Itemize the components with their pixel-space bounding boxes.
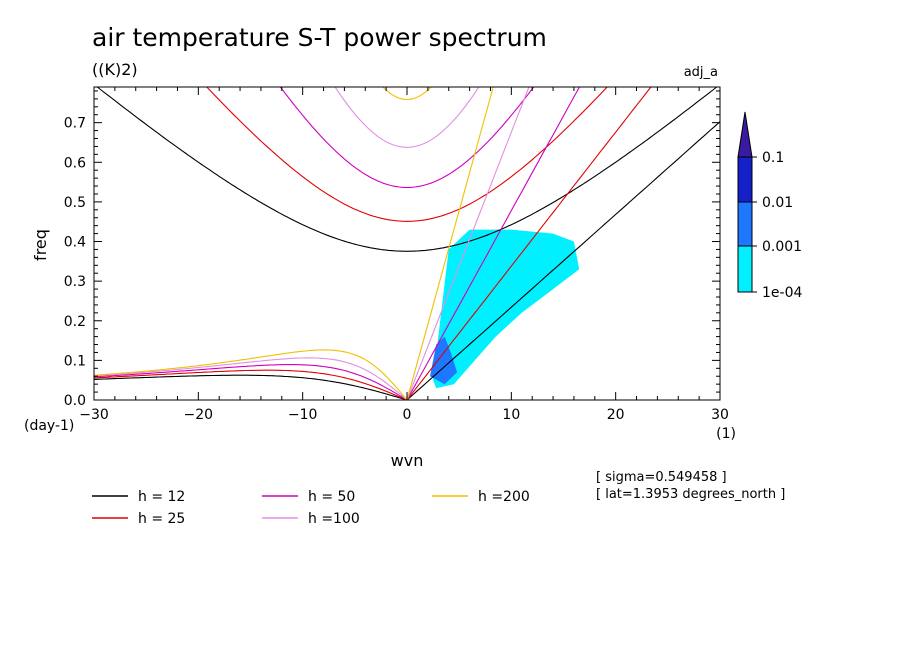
dispersion-curve <box>406 87 494 400</box>
axis-ticks: −30 −20 −10 0 10 20 30 0.0 0.1 0.2 0.3 0.4 0.5 0.6 0.7 <box>64 87 729 423</box>
chart-units: ((K)2) <box>92 60 138 79</box>
power-region <box>430 336 458 385</box>
colorbar-label: 1e-04 <box>762 285 802 301</box>
legend-label: h = 50 <box>308 489 355 505</box>
y-tick-label: 0.6 <box>64 155 86 171</box>
dispersion-curve <box>94 364 408 400</box>
colorbar-label: 0.1 <box>762 150 784 166</box>
x-tick-label: −30 <box>79 407 109 423</box>
y-tick-label: 0.0 <box>64 393 86 409</box>
sigma-annotation: [ sigma=0.549458 ] <box>596 470 727 485</box>
y-tick-label: 0.5 <box>64 195 86 211</box>
dispersion-curves <box>94 87 720 400</box>
x-tick-label: −20 <box>184 407 214 423</box>
x-tick-label: −10 <box>288 407 318 423</box>
y-unit-label: (day-1) <box>24 418 74 434</box>
legend: h = 12 h = 25 h = 50 h =100 h =200 <box>92 489 530 527</box>
x-axis-label: wvn <box>391 451 424 470</box>
colorbar-arrow <box>737 111 753 158</box>
dispersion-curve <box>206 87 608 222</box>
power-region <box>433 229 580 389</box>
colorbar-segment <box>737 201 753 247</box>
power-regions <box>430 229 580 389</box>
colorbar: 0.1 0.01 0.001 1e-04 <box>737 111 802 301</box>
dispersion-curve <box>94 357 408 400</box>
y-tick-label: 0.1 <box>64 353 86 369</box>
dispersion-curve <box>94 374 408 400</box>
dispersion-curve <box>406 121 720 400</box>
x-tick-label: 10 <box>502 407 520 423</box>
dispersion-curve <box>382 87 432 101</box>
dispersion-curve <box>279 87 535 189</box>
dispersion-curve <box>94 349 408 400</box>
dispersion-curve <box>406 87 652 400</box>
dispersion-curve <box>334 87 480 148</box>
legend-label: h =200 <box>478 489 530 505</box>
colorbar-label: 0.001 <box>762 239 802 255</box>
dispersion-curve <box>406 87 581 400</box>
colorbar-segment <box>737 156 753 203</box>
y-axis-label: freq <box>31 229 50 261</box>
plot-frame <box>93 86 721 401</box>
y-tick-label: 0.7 <box>64 116 86 132</box>
legend-label: h = 12 <box>138 489 185 505</box>
dispersion-curve <box>406 87 530 400</box>
x-tick-label: 30 <box>711 407 729 423</box>
dispersion-curve <box>94 369 408 400</box>
colorbar-label: 0.01 <box>762 195 793 211</box>
y-tick-label: 0.2 <box>64 314 86 330</box>
y-tick-label: 0.4 <box>64 235 86 251</box>
x-tick-label: 0 <box>403 407 412 423</box>
x-unit-label: (1) <box>716 426 736 442</box>
y-tick-label: 0.3 <box>64 274 86 290</box>
colorbar-segment <box>737 245 753 293</box>
chart-title: air temperature S-T power spectrum <box>92 23 547 52</box>
lat-annotation: [ lat=1.3953 degrees_north ] <box>596 487 785 502</box>
chart-label-right: adj_a <box>684 65 718 80</box>
legend-label: h = 25 <box>138 511 185 527</box>
legend-label: h =100 <box>308 511 360 527</box>
dispersion-curve <box>96 87 718 252</box>
x-tick-label: 20 <box>607 407 625 423</box>
